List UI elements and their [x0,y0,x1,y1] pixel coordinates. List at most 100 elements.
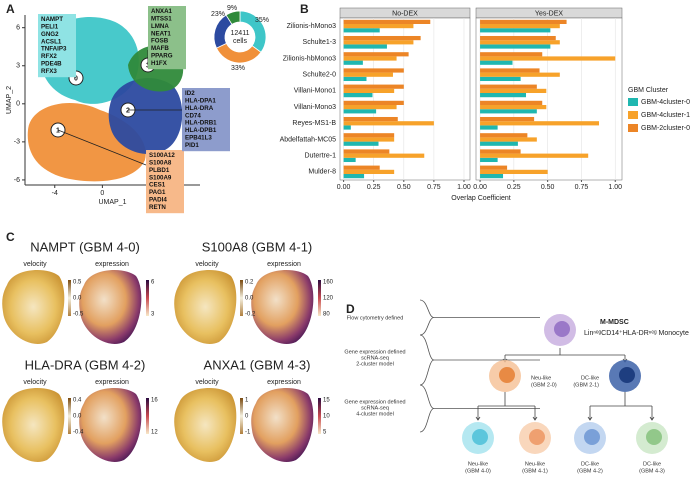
y-tick-label: 6 [16,25,20,32]
node-label: Neu-like [525,461,545,467]
bar [343,153,425,158]
colorbar [240,280,243,316]
colorbar [318,398,321,434]
node-label: (GBM 2-0) [531,382,557,388]
colorbar-tick: 0.2 [245,280,254,286]
bar [343,93,373,98]
x-tick-label: 1.00 [608,184,622,191]
bar [343,88,395,94]
bar [343,44,387,49]
cell-nucleus [646,429,662,445]
arrow [475,406,481,421]
panel-letter: D [346,302,355,316]
gene-label: PELI1 [41,24,59,31]
gene-label: RETN [149,204,166,211]
level-label: Flow cytometry defined [347,315,404,321]
cluster-label: 1 [56,127,60,134]
x-tick-label: 0.25 [367,184,381,191]
colorbar-tick: 0.4 [73,398,82,404]
gene-label: TNFAIP3 [41,46,67,53]
gene-label: S100A8 [149,160,172,167]
gene-label: PADI4 [149,197,167,204]
embedding-blob [2,269,65,344]
bar [480,104,547,110]
colorbar-tick: 0.0 [73,414,82,420]
colorbar-tick: -0.4 [73,430,84,436]
colorbar-tick: 0.0 [245,296,254,302]
gene-label: GNG2 [41,31,59,38]
legend-label: GBM-4cluster-1 [641,112,690,119]
plot-title: HLA-DRA (GBM 4-2) [25,357,146,372]
colorbar [318,280,321,316]
x-tick-label: 0.75 [575,184,589,191]
bar [343,35,421,41]
colorbar [68,280,71,316]
callout-line [57,129,147,166]
bar [480,133,528,138]
colorbar-tick: 15 [323,398,330,404]
bar [343,19,431,24]
cell-nucleus [619,367,635,383]
node-label: DC-like [581,375,599,381]
colorbar [146,398,149,434]
bracket [419,299,540,336]
x-tick-label: 1.00 [457,184,471,191]
colorbar-tick: 80 [323,312,330,318]
colorbar-tick: 0.5 [73,280,82,286]
level-label: scRNA-seq [361,355,389,361]
bar [343,100,404,105]
bar [343,137,395,142]
node-label: (GBM 4-1) [522,468,548,474]
gene-label: HLA-DRB1 [185,120,217,127]
bar [480,19,567,24]
panel-letter: C [6,230,15,244]
bar [480,76,521,82]
bar [480,121,600,126]
sub-label: velocity [195,261,219,268]
category-label: Mulder-8 [308,169,336,176]
legend-label: GBM-2cluster-0 [641,125,690,132]
embedding-blob [251,269,314,344]
gene-label: RFX3 [41,68,57,75]
x-tick-label: 0.50 [541,184,555,191]
colorbar-tick: 16 [151,398,158,404]
bar [343,72,393,77]
bar [480,60,513,65]
root-subtitle: LinⁿᵉᵍCD14⁺HLA-DRⁿᵉᵍ Monocyte [584,330,689,337]
colorbar-tick: 160 [323,280,334,286]
bar [343,125,351,130]
cell-nucleus [472,429,488,445]
legend-swatch [628,124,638,132]
x-axis-label: UMAP_1 [98,199,126,206]
arrow [587,406,593,421]
colorbar-tick: 120 [323,296,334,302]
bar [480,174,504,179]
y-tick-label: 0 [16,101,20,108]
embedding-blob [79,269,142,344]
y-axis-label: UMAP_2 [6,86,13,114]
x-axis-label: Overlap Coefficient [451,195,510,202]
plot-title: ANXA1 (GBM 4-3) [204,357,311,372]
gene-label: LMNA [151,23,169,30]
bar [480,56,616,61]
gene-label: PAG1 [149,189,166,196]
category-label: Abdelfattah-MC05 [280,136,337,143]
bar [480,125,498,130]
legend-swatch [628,111,638,119]
legend-swatch [628,98,638,106]
gene-label: MTSS1 [151,16,172,23]
bar [343,141,379,146]
x-tick-label: 0.75 [427,184,441,191]
bar [343,60,363,65]
node-label: DC-like [581,461,599,467]
arrow [532,406,538,421]
bar [480,100,543,105]
sub-label: expression [95,261,129,268]
bar [480,93,527,98]
slice-label: 9% [227,5,237,12]
category-label: Villani-Mono3 [294,104,336,111]
bar [343,174,365,179]
level-label: Gene expression defined [344,349,405,355]
cluster-label: 2 [126,107,130,114]
bar [343,40,414,45]
